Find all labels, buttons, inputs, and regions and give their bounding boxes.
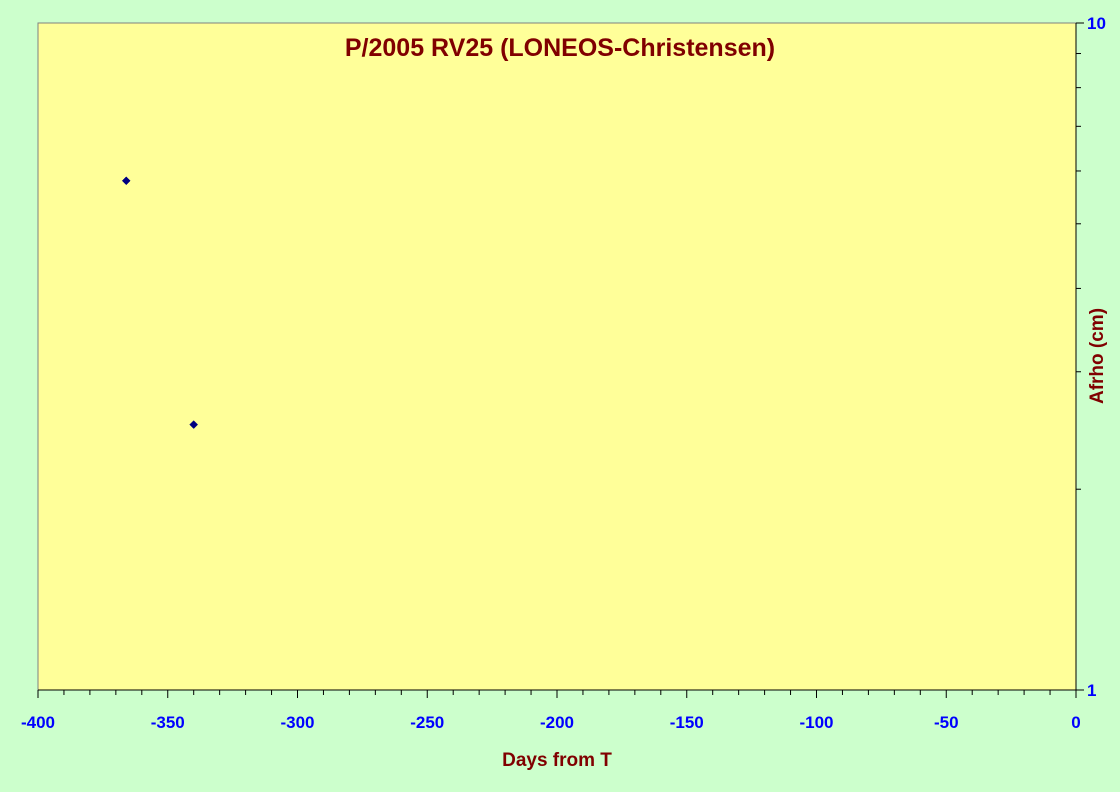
data-points xyxy=(121,176,199,429)
x-tick-label: -300 xyxy=(280,713,314,732)
x-tick-label: -50 xyxy=(934,713,959,732)
x-tick-label: -350 xyxy=(151,713,185,732)
x-axis-label: Days from T xyxy=(502,750,612,771)
x-tick-label: -150 xyxy=(670,713,704,732)
y-axis-label: Afrho (cm) xyxy=(1087,308,1108,404)
data-point xyxy=(121,176,131,186)
axes: -400 -350 -300 -250 -200 -150 -100 -50 01 10 xyxy=(21,14,1106,732)
x-tick-label: 0 xyxy=(1071,713,1080,732)
chart-title: P/2005 RV25 (LONEOS-Christensen) xyxy=(345,34,775,62)
y-tick-label: 10 xyxy=(1087,14,1106,33)
x-tick-label: -250 xyxy=(410,713,444,732)
data-point xyxy=(189,420,199,429)
plot-area xyxy=(37,22,1077,691)
x-tick-label: -100 xyxy=(799,713,833,732)
x-tick-label: -200 xyxy=(540,713,574,732)
y-tick-label: 1 xyxy=(1087,681,1096,700)
x-tick-label: -400 xyxy=(21,713,55,732)
